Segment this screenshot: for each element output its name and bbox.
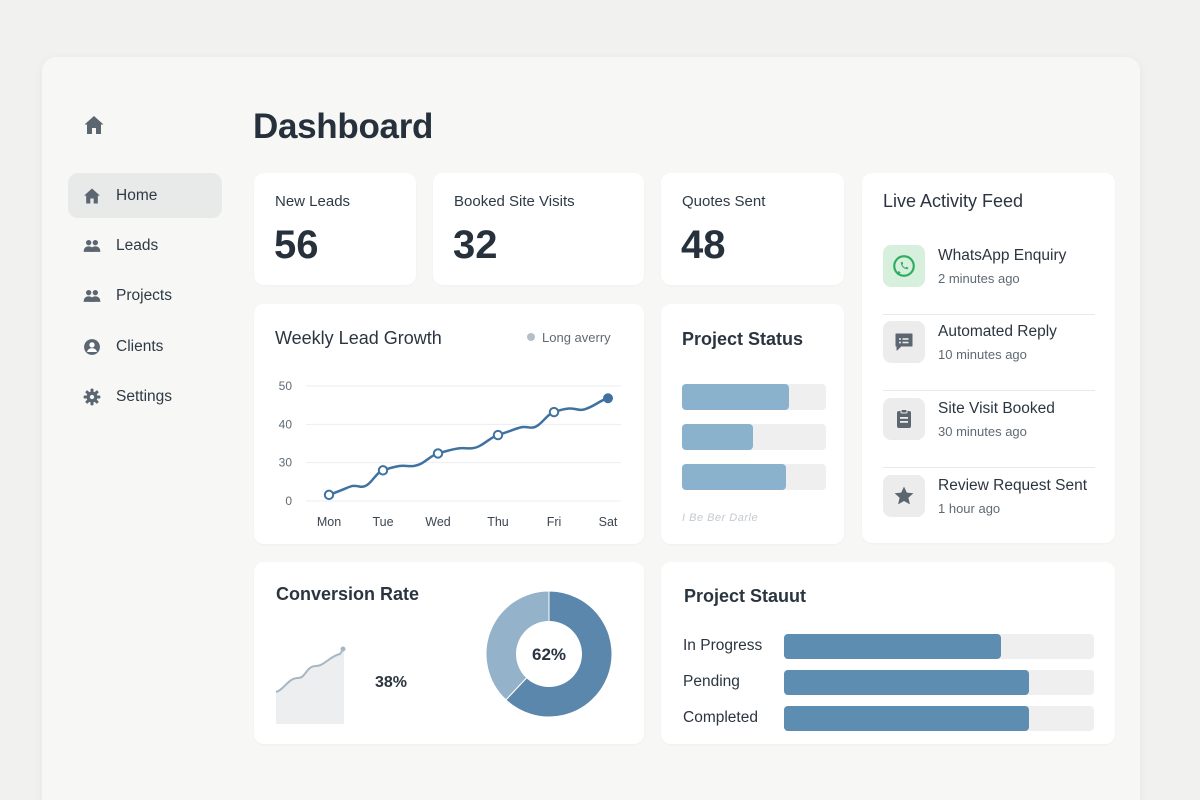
x-tick-label: Tue bbox=[372, 515, 393, 529]
status-bar-fill bbox=[682, 384, 789, 410]
sidebar-item-settings[interactable]: Settings bbox=[68, 374, 222, 419]
home-icon[interactable] bbox=[82, 113, 106, 137]
star-icon bbox=[883, 475, 925, 517]
weekly-lead-growth-chart: Long averry 50 40 30 0 Mon Tue Wed Thu Fri Sat bbox=[279, 330, 621, 529]
conversion-rate-card: Conversion Rate 38% 62% bbox=[254, 562, 644, 744]
users-icon bbox=[83, 289, 101, 302]
data-point bbox=[492, 429, 504, 441]
data-point bbox=[323, 489, 335, 501]
mini-area-chart bbox=[275, 646, 346, 724]
sidebar-item-clients[interactable]: Clients bbox=[68, 324, 222, 369]
stat-label: Booked Site Visits bbox=[454, 193, 575, 210]
feed-item-title: Review Request Sent bbox=[938, 477, 1088, 494]
project-status-card: Project Status I Be Ber Darle bbox=[661, 304, 844, 544]
feed-item[interactable]: WhatsApp Enquiry 2 minutes ago bbox=[883, 245, 1095, 315]
feed-item[interactable]: Automated Reply 10 minutes ago bbox=[883, 321, 1095, 391]
card-title: Conversion Rate bbox=[276, 584, 420, 604]
status-label: Completed bbox=[683, 709, 758, 726]
feed-item[interactable]: Review Request Sent 1 hour ago bbox=[883, 475, 1095, 545]
data-point bbox=[548, 406, 560, 418]
stat-label: New Leads bbox=[275, 193, 351, 210]
status-label: Pending bbox=[683, 673, 740, 690]
status-bar-fill bbox=[682, 424, 753, 450]
divider bbox=[883, 314, 1095, 315]
stat-value: 48 bbox=[681, 223, 726, 267]
stat-card-booked-site-visits: Booked Site Visits 32 bbox=[433, 173, 644, 285]
donut-center-label: 62% bbox=[532, 645, 566, 664]
chat-icon bbox=[883, 321, 925, 363]
status-bar-track bbox=[784, 670, 1094, 695]
status-bar-track bbox=[784, 634, 1094, 659]
sidebar-item-label: Clients bbox=[116, 337, 164, 355]
series-line bbox=[328, 397, 609, 497]
activity-feed-card: Live Activity Feed WhatsApp Enquiry 2 mi… bbox=[862, 173, 1115, 543]
feed-item-time: 30 minutes ago bbox=[938, 424, 1027, 439]
clipboard-icon bbox=[883, 398, 925, 440]
status-bar-track bbox=[784, 706, 1094, 731]
divider bbox=[883, 390, 1095, 391]
chart-title: Weekly Lead Growth bbox=[275, 328, 442, 348]
stat-card-new-leads: New Leads 56 bbox=[254, 173, 416, 285]
status-bar-track bbox=[682, 464, 826, 490]
feed-item-time: 1 hour ago bbox=[938, 501, 1001, 516]
data-point bbox=[377, 465, 389, 476]
whatsapp-icon bbox=[883, 245, 925, 287]
sidebar: Home Leads Projects Client bbox=[42, 57, 242, 800]
legend-label: Long averry bbox=[542, 330, 611, 345]
y-tick-label: 0 bbox=[285, 494, 292, 508]
x-tick-label: Fri bbox=[547, 515, 562, 529]
sidebar-item-home[interactable]: Home bbox=[68, 173, 222, 218]
sidebar-item-leads[interactable]: Leads bbox=[68, 223, 222, 268]
sidebar-item-projects[interactable]: Projects bbox=[68, 273, 222, 318]
legend-dot bbox=[527, 333, 535, 341]
weekly-lead-growth-card: Weekly Lead Growth Long averry 50 40 30 0 M… bbox=[254, 304, 644, 544]
sidebar-item-label: Projects bbox=[116, 286, 172, 304]
feed-item-time: 2 minutes ago bbox=[938, 271, 1020, 286]
app-window: Home Leads Projects Client bbox=[42, 57, 1140, 800]
x-tick-label: Sat bbox=[599, 515, 618, 529]
sidebar-item-label: Leads bbox=[116, 236, 159, 254]
stat-card-quotes-sent: Quotes Sent 48 bbox=[661, 173, 844, 285]
status-bar-fill bbox=[784, 670, 1029, 695]
card-title: Project Stauut bbox=[684, 586, 807, 606]
gear-icon bbox=[83, 388, 101, 405]
footnote: I Be Ber Darle bbox=[682, 512, 759, 524]
conversion-mini-value: 38% bbox=[375, 674, 408, 691]
x-tick-label: Wed bbox=[425, 515, 451, 529]
page-title: Dashboard bbox=[253, 107, 434, 146]
divider bbox=[883, 467, 1095, 468]
feed-item-title: Automated Reply bbox=[938, 323, 1057, 340]
stat-value: 32 bbox=[453, 223, 498, 267]
stat-label: Quotes Sent bbox=[682, 193, 766, 210]
feed-item-title: WhatsApp Enquiry bbox=[938, 247, 1067, 264]
feed-title: Live Activity Feed bbox=[883, 191, 1024, 211]
y-tick-label: 40 bbox=[279, 417, 293, 431]
x-tick-label: Thu bbox=[487, 515, 509, 529]
status-label: In Progress bbox=[683, 637, 763, 654]
project-status-large-card: Project Stauut In Progress Pending Compl… bbox=[661, 562, 1115, 744]
users-icon bbox=[83, 239, 101, 252]
status-bar-fill bbox=[784, 634, 1001, 659]
data-point bbox=[603, 393, 613, 404]
y-tick-label: 30 bbox=[279, 456, 293, 470]
user-circle-icon bbox=[84, 338, 100, 355]
data-point bbox=[432, 448, 444, 459]
status-bar-track bbox=[682, 384, 826, 410]
status-bar-fill bbox=[682, 464, 786, 490]
sidebar-item-label: Home bbox=[116, 186, 158, 204]
feed-item-title: Site Visit Booked bbox=[938, 400, 1055, 417]
sidebar-item-label: Settings bbox=[116, 387, 173, 405]
y-tick-label: 50 bbox=[279, 379, 293, 393]
status-bar-track bbox=[682, 424, 826, 450]
card-title: Project Status bbox=[682, 329, 804, 349]
x-tick-label: Mon bbox=[317, 515, 341, 529]
feed-item[interactable]: Site Visit Booked 30 minutes ago bbox=[883, 398, 1095, 468]
home-icon bbox=[84, 188, 100, 203]
status-bar-fill bbox=[784, 706, 1029, 731]
conversion-donut-chart: 62% bbox=[485, 590, 613, 718]
stat-value: 56 bbox=[274, 223, 319, 267]
feed-item-time: 10 minutes ago bbox=[938, 347, 1027, 362]
